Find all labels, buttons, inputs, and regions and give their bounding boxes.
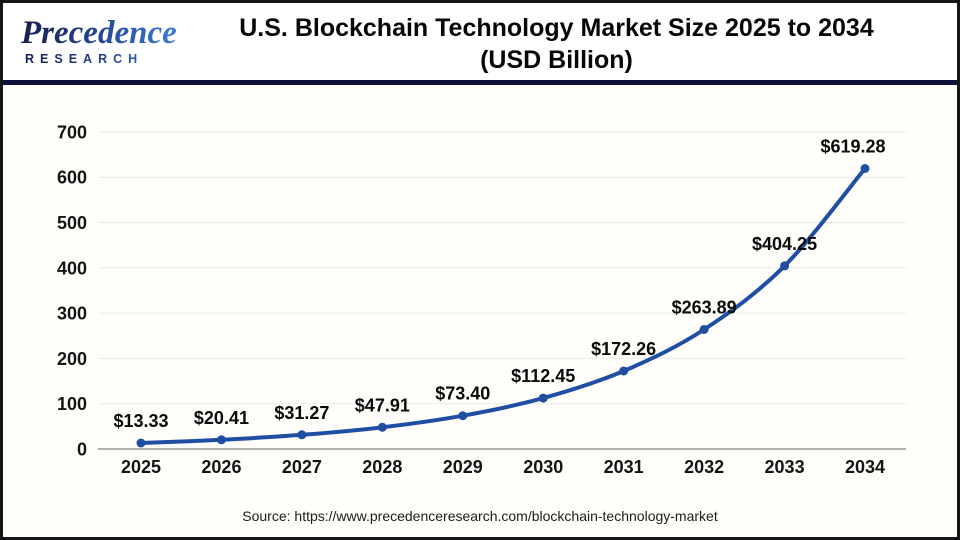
y-tick-label: 400 [57, 258, 87, 278]
chart-title-line1: U.S. Blockchain Technology Market Size 2… [239, 14, 874, 42]
label-layer: $13.33 $20.41 $31.27 $47.91 $73.40 $112.45 $17… [113, 137, 885, 432]
line-chart: 0 100 200 300 400 500 600 700 2025 2026 2027 2028 20… [57, 122, 906, 477]
logo-sub-text: RESEARCH [21, 52, 177, 66]
x-tick-label: 2029 [443, 457, 483, 477]
y-tick-label: 200 [57, 349, 87, 369]
data-point-marker [216, 435, 226, 445]
data-point-label: $112.45 [511, 366, 575, 386]
chart-title: U.S. Blockchain Technology Market Size 2… [168, 12, 945, 76]
data-point-marker [458, 411, 468, 421]
data-point-marker [699, 325, 709, 334]
source-text: Source: https://www.precedenceresearch.c… [242, 508, 718, 524]
header: Precedence RESEARCH U.S. Blockchain Tech… [3, 3, 957, 80]
data-point-marker [136, 438, 146, 448]
data-point-label: $47.91 [355, 395, 410, 415]
x-tick-label: 2026 [201, 457, 241, 477]
precedence-research-logo: Precedence RESEARCH [21, 15, 177, 66]
x-tick-label: 2028 [362, 457, 402, 477]
y-tick-label: 700 [57, 122, 87, 142]
y-tick-label: 0 [77, 440, 87, 460]
data-point-label: $172.26 [591, 339, 656, 359]
data-point-label: $619.28 [820, 137, 885, 157]
data-point-label: $73.40 [435, 384, 490, 404]
data-point-label: $31.27 [274, 403, 329, 423]
data-point-marker [860, 164, 870, 173]
y-tick-label: 300 [57, 304, 87, 324]
data-point-label: $20.41 [194, 408, 249, 428]
x-tick-label: 2025 [121, 457, 161, 477]
header-divider [3, 80, 957, 85]
series-layer [136, 164, 870, 448]
data-point-marker [377, 422, 387, 432]
y-tick-label: 500 [57, 213, 87, 233]
y-tick-label: 100 [57, 394, 87, 414]
y-tick-label: 600 [57, 168, 87, 188]
logo-brand-text: Precedence [21, 15, 177, 51]
data-point-marker [297, 430, 307, 440]
x-tick-label: 2031 [604, 457, 644, 477]
data-point-label: $263.89 [672, 298, 737, 318]
data-point-marker [619, 366, 629, 376]
data-point-label: $13.33 [113, 411, 168, 431]
x-tick-label: 2027 [282, 457, 322, 477]
x-tick-label: 2034 [845, 457, 885, 477]
data-point-marker [780, 261, 790, 271]
data-point-label: $404.25 [752, 234, 817, 254]
x-tick-label: 2030 [523, 457, 563, 477]
x-tick-label: 2032 [684, 457, 724, 477]
x-tick-label: 2033 [765, 457, 805, 477]
chart-title-line2: (USD Billion) [480, 46, 633, 74]
grid-layer: 0 100 200 300 400 500 600 700 2025 2026 2027 2028 20… [57, 122, 906, 477]
series-line [139, 166, 867, 445]
data-point-marker [538, 393, 548, 403]
